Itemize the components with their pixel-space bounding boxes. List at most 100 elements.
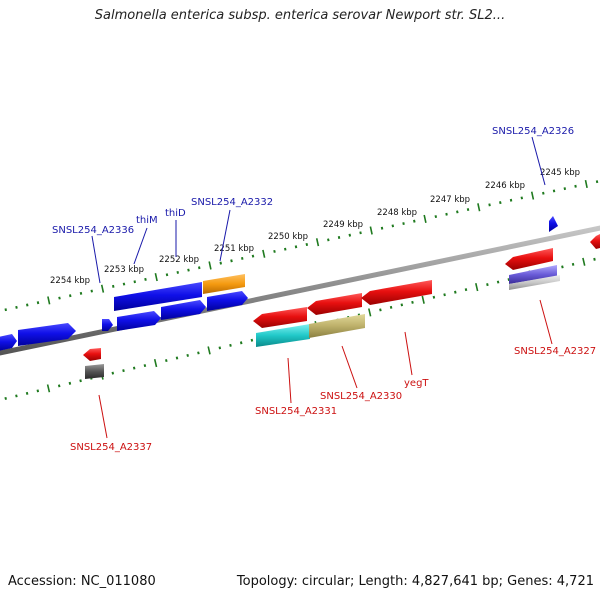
- gene-arrow[interactable]: [85, 364, 104, 379]
- kbp-label: 2247 kbp: [430, 195, 470, 205]
- scale-tick: [230, 259, 233, 263]
- gene-label[interactable]: thiM: [136, 215, 158, 226]
- scale-tick: [186, 353, 189, 357]
- scale-tick: [68, 381, 72, 385]
- gene-arrow[interactable]: [505, 248, 553, 270]
- gene-label[interactable]: SNSL254_A2326: [492, 126, 574, 137]
- scale-tick: [4, 396, 7, 400]
- gene-arrow[interactable]: [307, 293, 362, 315]
- scale-tick-major: [369, 226, 373, 235]
- map-title: Salmonella enterica subsp. enterica sero…: [94, 8, 506, 23]
- scale-tick: [413, 219, 416, 223]
- gene-arrow[interactable]: [117, 311, 161, 331]
- scale-tick: [486, 283, 489, 287]
- scale-tick: [250, 338, 254, 342]
- kbp-label: 2252 kbp: [159, 255, 199, 265]
- scale-tick: [165, 359, 168, 363]
- gene-arrow[interactable]: [83, 348, 101, 361]
- scale-tick: [359, 231, 362, 235]
- scale-tick: [411, 300, 414, 304]
- genome-backbone: [0, 225, 600, 356]
- gene-label[interactable]: SNSL254_A2336: [52, 225, 134, 236]
- scale-tick: [175, 356, 179, 360]
- scale-tick: [402, 222, 405, 225]
- scale-tick: [239, 341, 243, 345]
- scale-tick-major: [530, 191, 535, 200]
- gene-arrow[interactable]: [509, 275, 560, 290]
- scale-tick: [348, 233, 352, 237]
- gene-arrow[interactable]: [590, 234, 600, 249]
- scale-tick: [36, 389, 40, 393]
- scale-tick-major: [207, 346, 211, 355]
- gene-arrow[interactable]: [549, 216, 558, 232]
- scale-tick: [542, 191, 545, 195]
- scale-tick-major: [153, 359, 158, 368]
- gene-label[interactable]: SNSL254_A2331: [255, 406, 337, 417]
- gene-label[interactable]: SNSL254_A2330: [320, 391, 402, 402]
- gene-arrow[interactable]: [207, 291, 248, 311]
- scale-tick-major: [477, 203, 481, 212]
- gene-arrow[interactable]: [203, 274, 245, 294]
- gene-arrow[interactable]: [509, 265, 557, 284]
- scale-tick: [133, 280, 136, 284]
- upper-scale-track: [4, 179, 599, 312]
- scale-tick: [294, 245, 298, 249]
- scale-tick: [25, 391, 29, 395]
- scale-tick: [176, 271, 179, 274]
- accession-text: Accession: NC_011080: [8, 574, 156, 589]
- gene-arrow[interactable]: [0, 334, 17, 351]
- reverse-genes: [83, 234, 600, 379]
- scale-tick: [337, 236, 341, 239]
- scale-tick-major: [262, 249, 266, 258]
- scale-tick: [509, 198, 513, 202]
- gene-label[interactable]: SNSL254_A2337: [70, 442, 152, 453]
- scale-tick: [520, 196, 524, 200]
- gene-label[interactable]: SNSL254_A2327: [514, 346, 596, 357]
- scale-tick: [284, 247, 287, 251]
- scale-tick: [79, 291, 83, 295]
- gene-arrow[interactable]: [253, 307, 307, 328]
- scale-tick: [198, 266, 201, 270]
- scale-tick: [389, 305, 393, 309]
- scale-tick: [229, 343, 232, 347]
- scale-tick: [574, 184, 577, 188]
- scale-tick: [111, 371, 115, 375]
- gene-labels: SNSL254_A2326 SNSL254_A2332 thiD thiM SN…: [52, 126, 596, 453]
- scale-tick: [144, 277, 147, 281]
- scale-tick: [90, 289, 93, 293]
- scale-tick-major: [475, 283, 479, 292]
- gene-arrow[interactable]: [256, 324, 310, 347]
- scale-tick: [251, 254, 255, 258]
- gene-arrow[interactable]: [161, 300, 206, 320]
- scale-tick-major: [100, 284, 105, 293]
- gene-label[interactable]: thiD: [165, 208, 186, 219]
- scale-tick: [561, 265, 564, 269]
- scale-tick-major: [582, 257, 586, 266]
- gene-arrow[interactable]: [309, 314, 365, 338]
- scale-tick: [571, 262, 575, 266]
- scale-tick: [454, 290, 457, 294]
- kbp-label: 2249 kbp: [323, 220, 363, 230]
- gene-label[interactable]: SNSL254_A2332: [191, 197, 273, 208]
- scale-tick: [391, 224, 395, 228]
- scale-tick: [165, 273, 169, 277]
- scale-tick-major: [208, 261, 212, 270]
- gene-label[interactable]: yegT: [404, 378, 429, 389]
- scale-tick: [443, 293, 446, 297]
- scale-tick: [132, 366, 136, 370]
- callout-lines: [91, 136, 553, 439]
- scale-tick: [15, 394, 18, 398]
- kbp-label: 2245 kbp: [540, 168, 580, 178]
- gene-arrow[interactable]: [361, 280, 432, 305]
- gene-arrow[interactable]: [18, 323, 76, 346]
- scale-tick: [219, 261, 222, 265]
- scale-tick: [143, 364, 147, 368]
- kbp-label: 2253 kbp: [104, 265, 144, 275]
- scale-tick: [273, 249, 276, 253]
- scale-tick: [15, 305, 18, 309]
- scale-tick-major: [47, 296, 51, 305]
- gene-arrow[interactable]: [102, 319, 113, 331]
- gene-arrow[interactable]: [114, 282, 202, 311]
- scale-tick: [58, 296, 61, 300]
